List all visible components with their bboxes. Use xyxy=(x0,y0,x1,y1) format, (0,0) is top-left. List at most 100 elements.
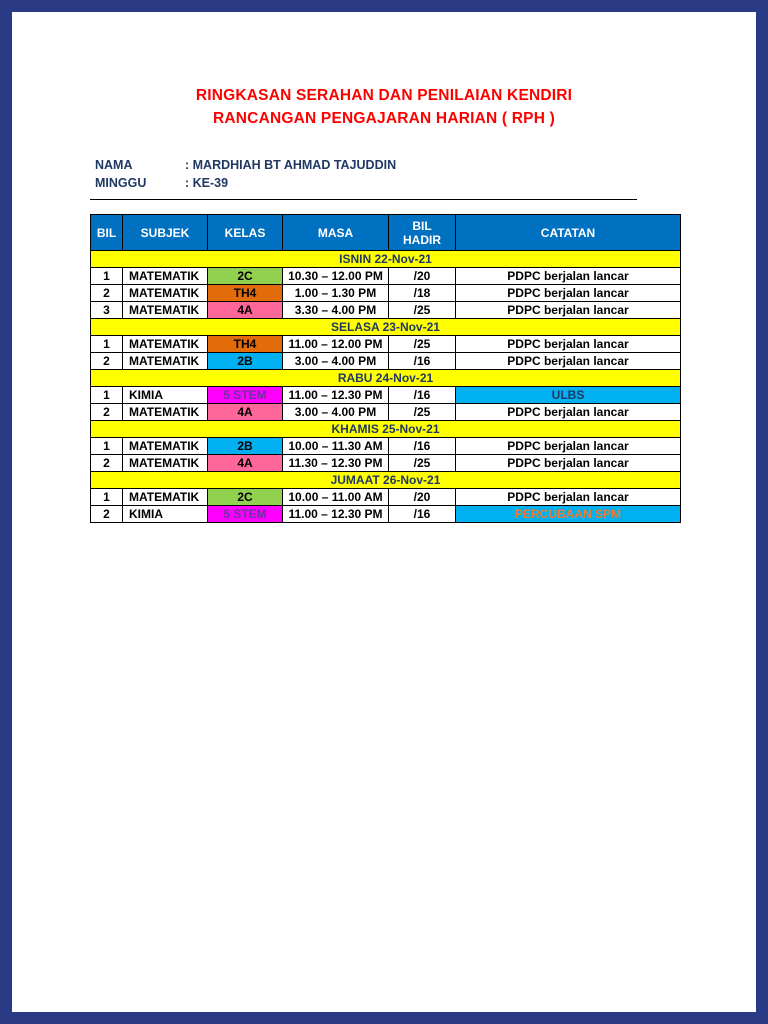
subjek-cell: MATEMATIK xyxy=(122,437,208,455)
info-block: NAMA : MARDHIAH BT AHMAD TAJUDDIN MINGGU… xyxy=(95,156,756,192)
kelas-cell: 5 STEM xyxy=(207,505,283,523)
subjek-cell: KIMIA xyxy=(122,386,208,404)
masa-cell: 11.00 – 12.00 PM xyxy=(282,335,389,353)
catatan-cell: PDPC berjalan lancar xyxy=(455,335,681,353)
subjek-cell: MATEMATIK xyxy=(122,352,208,370)
day-section-row: ISNIN 22-Nov-21 xyxy=(90,250,681,268)
bil-cell: 1 xyxy=(90,267,123,285)
kelas-cell: 2C xyxy=(207,488,283,506)
bil-cell: 1 xyxy=(90,488,123,506)
schedule-row: 2 MATEMATIK 2B 3.00 – 4.00 PM/16 PDPC berjal… xyxy=(90,352,681,370)
column-header-subjek: SUBJEK xyxy=(122,214,208,251)
hadir-cell: /16 xyxy=(388,505,456,523)
schedule-row: 1 MATEMATIK 2C 10.00 – 11.00 AM/20 PDPC berj… xyxy=(90,488,681,506)
masa-cell: 11.30 – 12.30 PM xyxy=(282,454,389,472)
subjek-cell: KIMIA xyxy=(122,505,208,523)
catatan-cell: PDPC berjalan lancar xyxy=(455,454,681,472)
table-header-row: BIL SUBJEK KELAS MASA BIL HADIR CATATAN xyxy=(90,214,681,251)
day-header: SELASA 23-Nov-21 xyxy=(90,318,681,336)
schedule-row: 2 MATEMATIK 4A 11.30 – 12.30 PM/25 PDPC berj… xyxy=(90,454,681,472)
kelas-cell: 4A xyxy=(207,403,283,421)
bil-cell: 1 xyxy=(90,437,123,455)
catatan-cell: PDPC berjalan lancar xyxy=(455,488,681,506)
subjek-cell: MATEMATIK xyxy=(122,403,208,421)
bil-cell: 2 xyxy=(90,505,123,523)
day-section-row: KHAMIS 25-Nov-21 xyxy=(90,420,681,438)
masa-cell: 10.00 – 11.30 AM xyxy=(282,437,389,455)
catatan-cell: PDPC berjalan lancar xyxy=(455,352,681,370)
day-header: ISNIN 22-Nov-21 xyxy=(90,250,681,268)
subjek-cell: MATEMATIK xyxy=(122,267,208,285)
schedule-row: 1 MATEMATIK 2C 10.30 – 12.00 PM/20 PDPC berj… xyxy=(90,267,681,285)
catatan-cell: PDPC berjalan lancar xyxy=(455,267,681,285)
kelas-cell: TH4 xyxy=(207,335,283,353)
masa-cell: 10.00 – 11.00 AM xyxy=(282,488,389,506)
hadir-cell: /16 xyxy=(388,352,456,370)
schedule-row: 1 MATEMATIK TH4 11.00 – 12.00 PM/25 PDPC ber… xyxy=(90,335,681,353)
kelas-cell: 4A xyxy=(207,301,283,319)
subjek-cell: MATEMATIK xyxy=(122,284,208,302)
kelas-cell: 2B xyxy=(207,352,283,370)
day-header: RABU 24-Nov-21 xyxy=(90,369,681,387)
schedule-table: BIL SUBJEK KELAS MASA BIL HADIR CATATAN ISNIN… xyxy=(90,214,681,523)
column-header-bil: BIL xyxy=(90,214,123,251)
catatan-cell: PDPC berjalan lancar xyxy=(455,301,681,319)
bil-cell: 2 xyxy=(90,352,123,370)
schedule-row: 2 MATEMATIK TH4 1.00 – 1.30 PM/18 PDPC berja… xyxy=(90,284,681,302)
bil-cell: 3 xyxy=(90,301,123,319)
masa-cell: 3.00 – 4.00 PM xyxy=(282,403,389,421)
info-row-nama: NAMA : MARDHIAH BT AHMAD TAJUDDIN xyxy=(95,156,756,174)
schedule-row: 1 MATEMATIK 2B 10.00 – 11.30 AM/16 PDPC berj… xyxy=(90,437,681,455)
hadir-cell: /20 xyxy=(388,488,456,506)
kelas-cell: 2B xyxy=(207,437,283,455)
subjek-cell: MATEMATIK xyxy=(122,488,208,506)
hadir-cell: /25 xyxy=(388,335,456,353)
masa-cell: 10.30 – 12.00 PM xyxy=(282,267,389,285)
masa-cell: 3.30 – 4.00 PM xyxy=(282,301,389,319)
masa-cell: 11.00 – 12.30 PM xyxy=(282,505,389,523)
kelas-cell: TH4 xyxy=(207,284,283,302)
horizontal-rule xyxy=(90,199,637,200)
kelas-cell: 2C xyxy=(207,267,283,285)
catatan-cell: PERCUBAAN SPM xyxy=(455,505,681,523)
subjek-cell: MATEMATIK xyxy=(122,454,208,472)
title-line-2: RANCANGAN PENGAJARAN HARIAN ( RPH ) xyxy=(213,110,555,127)
day-section-row: RABU 24-Nov-21 xyxy=(90,369,681,387)
hadir-cell: /20 xyxy=(388,267,456,285)
schedule-row: 1 KIMIA 5 STEM 11.00 – 12.30 PM/16 ULBS xyxy=(90,386,681,404)
schedule-row: 2 MATEMATIK 4A 3.00 – 4.00 PM/25 PDPC berjal… xyxy=(90,403,681,421)
document-page: RINGKASAN SERAHAN DAN PENILAIAN KENDIRI … xyxy=(12,12,756,1012)
column-header-catatan: CATATAN xyxy=(455,214,681,251)
bil-cell: 2 xyxy=(90,284,123,302)
hadir-cell: /25 xyxy=(388,454,456,472)
nama-label: NAMA xyxy=(95,158,133,172)
schedule-row: 2 KIMIA 5 STEM 11.00 – 12.30 PM/16 PERCUBAAN… xyxy=(90,505,681,523)
day-header: JUMAAT 26-Nov-21 xyxy=(90,471,681,489)
column-header-bil-hadir: BIL HADIR xyxy=(388,214,456,251)
column-header-masa: MASA xyxy=(282,214,389,251)
subjek-cell: MATEMATIK xyxy=(122,301,208,319)
title-line-1: RINGKASAN SERAHAN DAN PENILAIAN KENDIRI xyxy=(195,87,573,104)
info-row-minggu: MINGGU : KE-39 xyxy=(95,174,756,192)
hadir-cell: /16 xyxy=(388,437,456,455)
masa-cell: 1.00 – 1.30 PM xyxy=(282,284,389,302)
day-section-row: SELASA 23-Nov-21 xyxy=(90,318,681,336)
minggu-value: : KE-39 xyxy=(185,176,229,190)
document-title: RINGKASAN SERAHAN DAN PENILAIAN KENDIRI … xyxy=(12,84,756,130)
masa-cell: 3.00 – 4.00 PM xyxy=(282,352,389,370)
hadir-cell: /16 xyxy=(388,386,456,404)
bil-cell: 1 xyxy=(90,335,123,353)
bil-cell: 1 xyxy=(90,386,123,404)
day-section-row: JUMAAT 26-Nov-21 xyxy=(90,471,681,489)
minggu-label: MINGGU xyxy=(95,176,147,190)
kelas-cell: 5 STEM xyxy=(207,386,283,404)
bil-cell: 2 xyxy=(90,403,123,421)
masa-cell: 11.00 – 12.30 PM xyxy=(282,386,389,404)
hadir-cell: /18 xyxy=(388,284,456,302)
schedule-row: 3 MATEMATIK 4A 3.30 – 4.00 PM/25 PDPC berjal… xyxy=(90,301,681,319)
column-header-kelas: KELAS xyxy=(207,214,283,251)
day-header: KHAMIS 25-Nov-21 xyxy=(90,420,681,438)
catatan-cell: PDPC berjalan lancar xyxy=(455,284,681,302)
catatan-cell: PDPC berjalan lancar xyxy=(455,403,681,421)
